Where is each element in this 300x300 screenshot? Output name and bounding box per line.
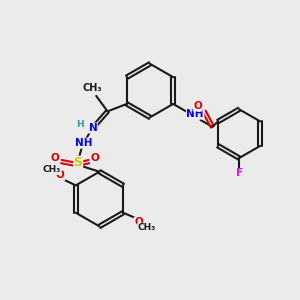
Text: NH: NH: [75, 138, 92, 148]
Text: CH₃: CH₃: [138, 223, 156, 232]
Text: O: O: [91, 153, 100, 163]
Text: O: O: [193, 101, 202, 111]
Text: O: O: [50, 153, 59, 163]
Text: NH: NH: [186, 109, 204, 119]
Text: O: O: [134, 217, 143, 227]
Text: S: S: [74, 156, 82, 169]
Text: CH₃: CH₃: [43, 165, 61, 174]
Text: CH₃: CH₃: [83, 82, 103, 93]
Text: O: O: [56, 170, 65, 180]
Text: F: F: [236, 169, 243, 178]
Text: H: H: [76, 120, 84, 129]
Text: N: N: [88, 123, 97, 133]
